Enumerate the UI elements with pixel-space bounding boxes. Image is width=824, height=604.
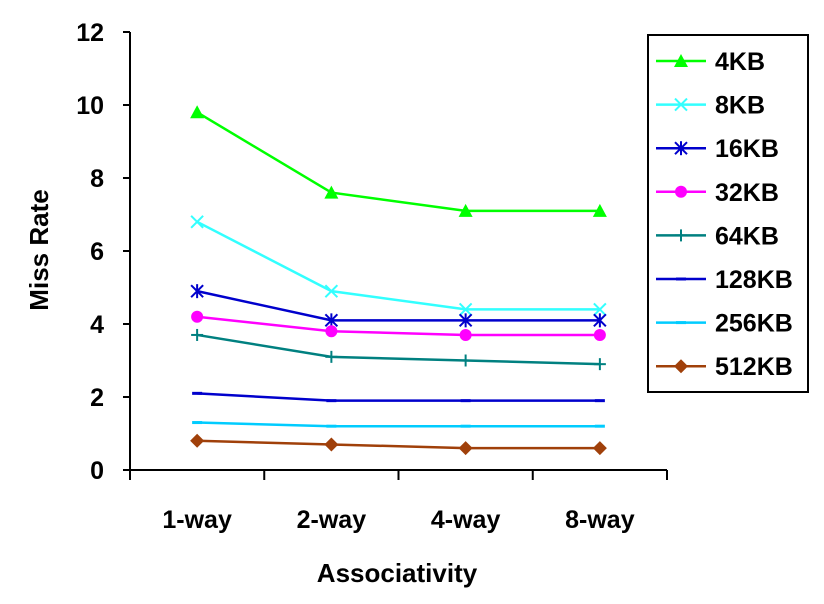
legend-box [647,34,809,393]
legend-item-512kb: 512KB [656,353,793,381]
series-32kb [191,310,606,341]
legend-label: 32KB [715,179,779,207]
series-line-128kb [197,392,600,402]
legend-marker-8kb [674,97,688,112]
y-axis-title: Miss Rate [24,189,54,310]
legend-item-256kb: 256KB [656,310,793,338]
data-point-64kb [593,358,606,371]
x-tick-label: 4-way [431,506,501,534]
series-128kb [192,391,605,403]
data-point-64kb [191,328,204,341]
data-point-4kb [324,185,339,199]
data-point-4kb [190,105,205,119]
legend-marker-32kb [675,185,687,198]
y-tick-label: 8 [90,165,104,193]
data-point-16kb [593,313,607,328]
data-point-32kb [191,310,204,323]
data-point-4kb [592,203,607,217]
legend-marker-4kb [674,54,688,67]
y-tick-label: 2 [90,384,104,412]
series-line-64kb [196,333,600,366]
legend-marker-16kb [674,141,688,156]
x-tick-label: 8-way [565,506,635,534]
x-tick-label: 2-way [297,506,367,534]
series-line-16kb [196,289,600,322]
series-line-256kb [197,421,600,428]
data-point-8kb [458,302,473,317]
data-point-16kb [190,284,204,299]
data-point-16kb [458,313,473,328]
data-point-32kb [325,325,338,338]
data-point-32kb [459,328,472,341]
legend-item-4kb: 4KB [656,48,765,76]
y-tick-label: 4 [90,311,104,339]
legend-marker-512kb [674,359,688,374]
data-point-64kb [459,354,472,367]
series-16kb [190,284,607,328]
series-4kb [190,105,607,217]
legend-label: 128KB [715,266,793,294]
legend-item-64kb: 64KB [656,222,779,250]
series-line-8kb [196,220,600,311]
legend-label: 512KB [715,353,793,381]
legend-label: 8KB [715,92,765,120]
y-tick-label: 0 [90,457,104,485]
series-line-4kb [196,111,600,213]
legend-item-8kb: 8KB [656,92,765,120]
series-64kb [191,328,606,371]
legend-label: 16KB [715,135,779,163]
series-512kb [190,433,607,456]
series-layer [190,105,607,456]
series-line-32kb [196,315,600,337]
legend: 4KB 8KB 16KB 32KB 64KB 128KB 256KB 512KB [647,34,809,393]
legend-label: 64KB [715,222,779,250]
data-point-512kb [190,433,205,448]
x-axis-title: Associativity [317,558,478,588]
legend-marker-64kb [675,229,687,242]
legend-label: 256KB [715,310,793,338]
data-point-16kb [324,313,339,328]
y-tick-label: 10 [76,92,104,120]
series-256kb [192,421,605,428]
data-point-32kb [593,328,606,341]
legend-item-16kb: 16KB [656,135,779,163]
axes: 0 2 4 6 8 10 12 1-way 2-way 4-way 8-way [76,19,668,534]
data-point-4kb [458,203,473,217]
data-point-8kb [593,302,607,317]
legend-item-32kb: 32KB [656,179,779,207]
data-point-512kb [458,441,473,456]
data-point-64kb [325,350,338,363]
y-tick-label: 12 [76,19,104,47]
data-point-512kb [324,437,339,452]
data-point-512kb [592,441,607,456]
legend-label: 4KB [715,48,765,76]
series-line-512kb [197,439,600,450]
x-tick-label: 1-way [162,506,232,534]
legend-item-128kb: 128KB [656,266,793,294]
series-8kb [190,215,607,317]
data-point-8kb [190,215,204,229]
y-tick-label: 6 [90,238,104,266]
data-point-8kb [324,284,339,298]
